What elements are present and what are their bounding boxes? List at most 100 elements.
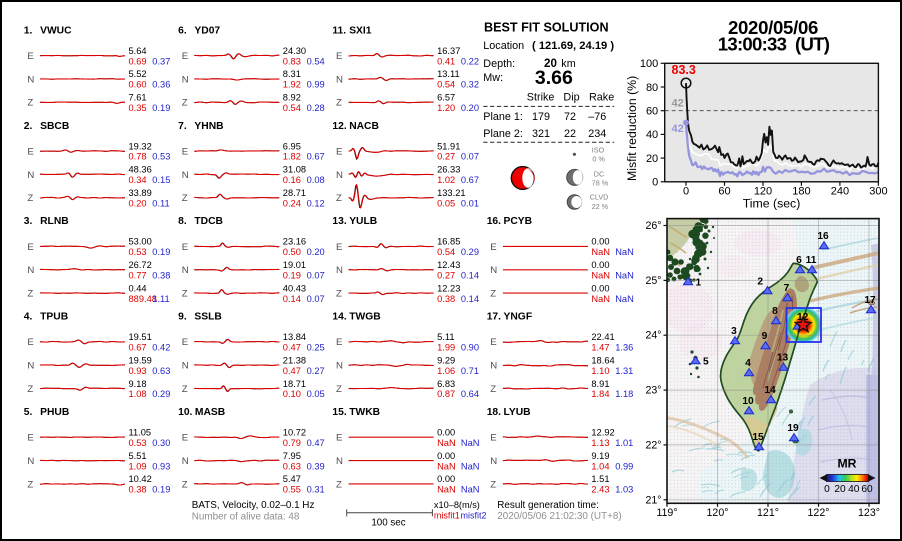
svg-text:121°: 121° [757, 507, 779, 519]
svg-text:Z: Z [27, 98, 33, 109]
svg-text:19.32: 19.32 [129, 141, 152, 151]
svg-text:21°: 21° [645, 494, 661, 506]
svg-text:Z: Z [336, 479, 342, 490]
svg-text:0.28: 0.28 [307, 103, 325, 113]
svg-text:19: 19 [787, 423, 799, 434]
svg-text:E: E [182, 51, 188, 62]
svg-text:0.19: 0.19 [283, 270, 301, 280]
svg-text:N: N [182, 456, 189, 467]
svg-text:83.3: 83.3 [672, 63, 696, 77]
svg-text:0.83: 0.83 [283, 56, 301, 66]
svg-text:E: E [182, 146, 188, 157]
svg-text:0.67: 0.67 [129, 343, 147, 353]
svg-text:8.31: 8.31 [283, 69, 301, 79]
svg-text:26°: 26° [645, 220, 661, 232]
svg-text:0.79: 0.79 [283, 438, 301, 448]
svg-text:N: N [490, 361, 497, 372]
svg-text:5.64: 5.64 [129, 46, 147, 56]
svg-text:0.20: 0.20 [461, 103, 479, 113]
svg-text:N: N [27, 456, 34, 467]
svg-text:0.93: 0.93 [152, 461, 170, 471]
svg-text:2.43: 2.43 [591, 485, 609, 495]
svg-text:Depth:: Depth: [483, 58, 515, 70]
svg-text:Plane 2:: Plane 2: [483, 128, 523, 140]
svg-text:0.27: 0.27 [437, 270, 455, 280]
svg-text:0.05: 0.05 [437, 198, 455, 208]
svg-text:10.72: 10.72 [283, 428, 306, 438]
svg-text:0.08: 0.08 [307, 175, 325, 185]
svg-text:9.: 9. [178, 312, 187, 323]
svg-text:0.54: 0.54 [437, 80, 455, 90]
svg-text:1.99: 1.99 [437, 343, 455, 353]
svg-text:42: 42 [672, 123, 684, 135]
svg-text:0.24: 0.24 [283, 198, 301, 208]
svg-text:MASB: MASB [195, 407, 225, 418]
svg-text:NaN: NaN [437, 461, 456, 471]
svg-text:1: 1 [696, 278, 702, 289]
svg-text:2020/05/06: 2020/05/06 [728, 17, 818, 38]
svg-text:Plane 1:: Plane 1: [483, 111, 523, 123]
svg-text:300: 300 [869, 186, 887, 198]
svg-text:SBCB: SBCB [40, 121, 69, 132]
svg-text:9.29: 9.29 [437, 356, 455, 366]
svg-text:YULB: YULB [349, 216, 377, 227]
svg-text:0.38: 0.38 [152, 270, 170, 280]
svg-text:22.41: 22.41 [591, 332, 614, 342]
svg-text:9.18: 9.18 [129, 379, 147, 389]
svg-text:Dip: Dip [563, 91, 579, 103]
svg-text:72: 72 [564, 111, 576, 123]
svg-text:1.08: 1.08 [129, 389, 147, 399]
svg-text:E: E [336, 51, 342, 62]
svg-text:0.19: 0.19 [152, 103, 170, 113]
svg-text:N: N [182, 265, 189, 276]
svg-text:2: 2 [757, 277, 763, 288]
svg-text:N: N [336, 456, 343, 467]
svg-text:N: N [27, 74, 34, 85]
svg-text:E: E [27, 51, 33, 62]
svg-text:CLVD: CLVD [590, 192, 609, 201]
svg-text:119°: 119° [656, 507, 677, 519]
svg-text:14: 14 [764, 385, 776, 396]
svg-text:0.71: 0.71 [461, 366, 479, 376]
svg-text:N: N [27, 170, 34, 181]
svg-text:Z: Z [336, 289, 342, 300]
svg-text:5.51: 5.51 [129, 451, 147, 461]
svg-text:0.90: 0.90 [461, 343, 479, 353]
svg-text:Z: Z [182, 384, 188, 395]
svg-text:Strike: Strike [527, 91, 555, 103]
svg-text:48.36: 48.36 [129, 165, 152, 175]
svg-text:240: 240 [831, 186, 849, 198]
svg-text:7.95: 7.95 [283, 451, 301, 461]
svg-text:N: N [182, 74, 189, 85]
svg-text:E: E [490, 433, 496, 444]
svg-text:NaN: NaN [461, 485, 480, 495]
svg-text:0.25: 0.25 [307, 343, 325, 353]
svg-text:9: 9 [762, 331, 768, 342]
svg-text:E: E [336, 433, 342, 444]
svg-text:23°: 23° [645, 385, 661, 397]
svg-text:RLNB: RLNB [40, 216, 69, 227]
svg-text:0.54: 0.54 [437, 247, 455, 257]
svg-text:E: E [27, 433, 33, 444]
svg-text:60: 60 [646, 106, 658, 118]
svg-text:3.66: 3.66 [535, 67, 573, 89]
svg-text:SSLB: SSLB [194, 312, 221, 323]
svg-text:0.67: 0.67 [307, 152, 325, 162]
svg-text:0.42: 0.42 [152, 343, 170, 353]
svg-text:1.31: 1.31 [615, 366, 633, 376]
svg-text:E: E [336, 337, 342, 348]
svg-text:BEST FIT SOLUTION: BEST FIT SOLUTION [484, 21, 609, 35]
svg-text:6: 6 [796, 255, 802, 266]
svg-text:1.20: 1.20 [437, 103, 455, 113]
svg-text:1.47: 1.47 [591, 343, 609, 353]
svg-text:8.: 8. [178, 216, 187, 227]
svg-text:0.53: 0.53 [129, 438, 147, 448]
svg-text:0.47: 0.47 [307, 438, 325, 448]
svg-text:40: 40 [646, 129, 658, 141]
svg-text:0.44: 0.44 [129, 283, 147, 293]
svg-text:0.14: 0.14 [283, 294, 301, 304]
svg-text:100: 100 [640, 58, 658, 70]
svg-text:0.00: 0.00 [437, 428, 455, 438]
svg-text:Z: Z [27, 479, 33, 490]
svg-text:133.21: 133.21 [437, 188, 465, 198]
